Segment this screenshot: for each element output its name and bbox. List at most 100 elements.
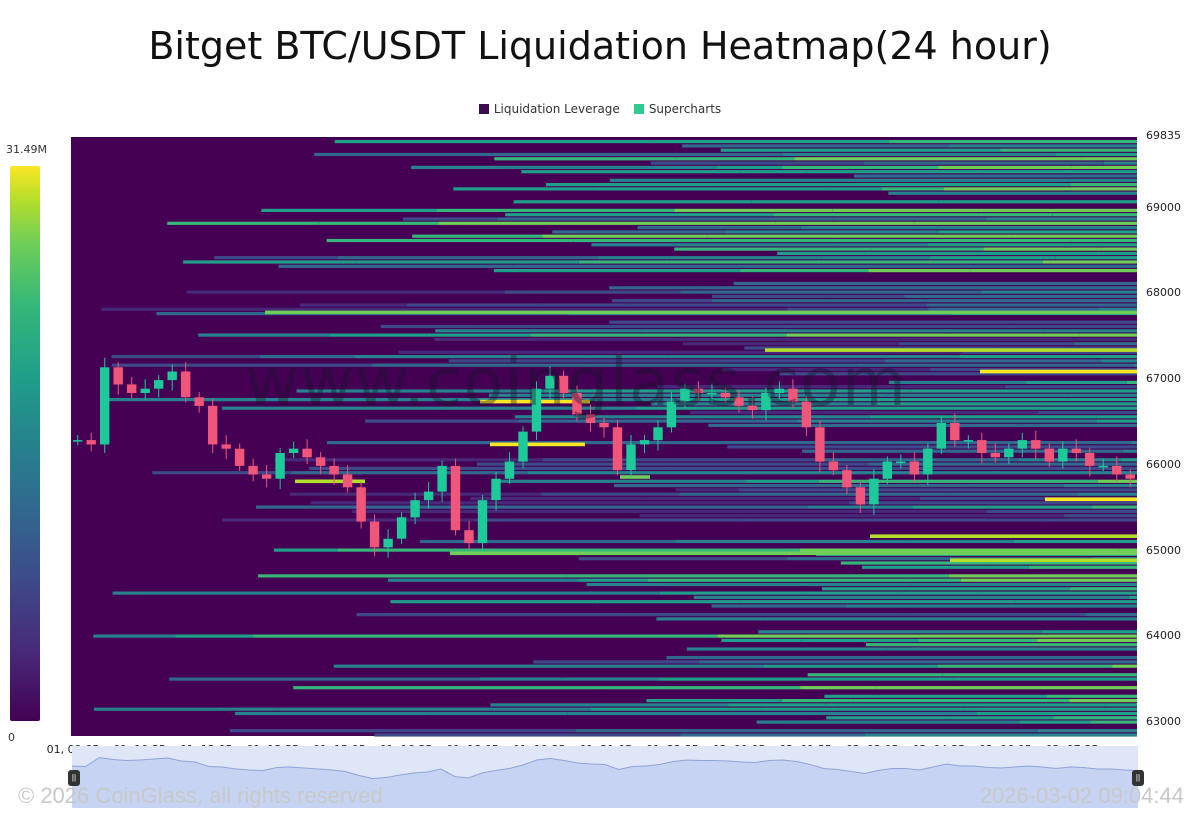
heatmap-band [644, 574, 949, 578]
heatmap-band [1070, 183, 1137, 187]
heatmap-band [727, 445, 1025, 449]
heatmap-band [1055, 256, 1137, 260]
heatmap-band [234, 711, 428, 716]
heatmap-band [992, 488, 1137, 492]
heatmap-band [609, 178, 879, 182]
heatmap-band [787, 557, 1093, 561]
heatmap-band [640, 496, 920, 501]
heatmap-band [427, 711, 568, 716]
heatmap-band [786, 333, 1080, 337]
y-tick-label: 69000 [1146, 200, 1181, 214]
legend-item-supercharts[interactable]: Supercharts [633, 102, 721, 116]
heatmap-band [613, 152, 783, 157]
heatmap-band [1096, 419, 1137, 423]
navigator-right-handle[interactable]: || [1132, 770, 1144, 786]
heatmap-band [214, 256, 338, 260]
heatmap-band [914, 221, 1050, 225]
heatmap-band [881, 187, 944, 191]
heatmap-band [299, 303, 407, 307]
heatmap-band [530, 333, 787, 337]
heatmap-band [983, 247, 1102, 251]
candle-body [585, 414, 596, 423]
heatmap-band [826, 716, 952, 720]
liquidation-hotspot [765, 348, 1137, 352]
heatmap-band [675, 488, 739, 492]
heatmap-band [714, 187, 882, 191]
heatmap-band [853, 174, 1049, 178]
heatmap-band [299, 729, 576, 733]
heatmap-band [829, 294, 905, 298]
candle-body [653, 427, 663, 441]
heatmap-band [773, 213, 958, 217]
liquidation-hotspot [980, 369, 1137, 374]
y-tick-label: 64000 [1146, 629, 1181, 643]
heatmap-band [856, 363, 1135, 367]
heatmap-band [683, 342, 899, 346]
heatmap-band [1048, 174, 1137, 178]
heatmap-band [1055, 152, 1137, 157]
heatmap-band [598, 256, 821, 260]
heatmap-band [352, 509, 451, 513]
heatmap-band [800, 686, 876, 690]
heatmap-band [786, 320, 1015, 324]
heatmap-band [781, 699, 854, 703]
time-navigator[interactable] [71, 746, 1139, 808]
heatmap-band [659, 591, 803, 595]
heatmap-band [525, 505, 808, 509]
heatmap-band [758, 630, 1043, 634]
candle-body [761, 393, 771, 411]
candle-body [302, 448, 312, 458]
heatmap-band [542, 458, 822, 462]
heatmap-band [833, 217, 986, 221]
heatmap-band [365, 419, 519, 423]
heatmap-band [1046, 694, 1137, 698]
candle-body [747, 405, 758, 411]
heatmap-band [919, 496, 1137, 501]
heatmap-band [937, 664, 1113, 668]
candle-body [504, 461, 515, 479]
heatmap-band [1096, 415, 1137, 419]
colorbar-max-label: 31.49M [6, 143, 47, 156]
heatmap-band [398, 350, 555, 354]
heatmap-band [278, 264, 513, 268]
heatmap-band [939, 729, 1038, 733]
heatmap-band [273, 548, 338, 552]
heatmap-band [864, 161, 1104, 165]
heatmap-band [874, 660, 1137, 664]
heatmap-band [227, 471, 291, 475]
heatmap-band [252, 634, 467, 638]
heatmap-band [1090, 720, 1137, 724]
candle-body [869, 478, 879, 505]
navigator-left-handle[interactable]: || [68, 770, 80, 786]
heatmap-band [722, 367, 931, 372]
heatmap-band [466, 634, 718, 638]
heatmap-band [763, 664, 938, 668]
heatmap-band [703, 286, 857, 290]
heatmap-band [591, 243, 674, 247]
heatmap-band [686, 647, 887, 651]
heatmap-band [620, 324, 890, 329]
heatmap-band [1045, 286, 1137, 290]
candle-body [248, 465, 258, 475]
candle-body [558, 375, 569, 393]
heatmap-band [738, 488, 821, 492]
heatmap-band [407, 303, 541, 307]
heatmap-band [497, 479, 747, 483]
heatmap-band [1136, 471, 1137, 475]
heatmap-band [447, 406, 637, 410]
navigator-line [71, 756, 1139, 780]
heatmap-band [698, 660, 875, 664]
heatmap-band [956, 686, 1126, 690]
heatmap-band [640, 329, 951, 333]
candle-body [167, 371, 177, 381]
heatmap-band [933, 733, 1137, 737]
heatmap-band [711, 604, 847, 608]
y-tick-label: 68000 [1146, 286, 1181, 300]
legend: Liquidation Leverage Supercharts [0, 102, 1200, 116]
heatmap-band [722, 307, 788, 311]
heatmap-band [953, 677, 1137, 681]
legend-item-liquidation-leverage[interactable]: Liquidation Leverage [478, 102, 620, 116]
heatmap-band [927, 243, 1137, 247]
candle-body [896, 461, 906, 464]
